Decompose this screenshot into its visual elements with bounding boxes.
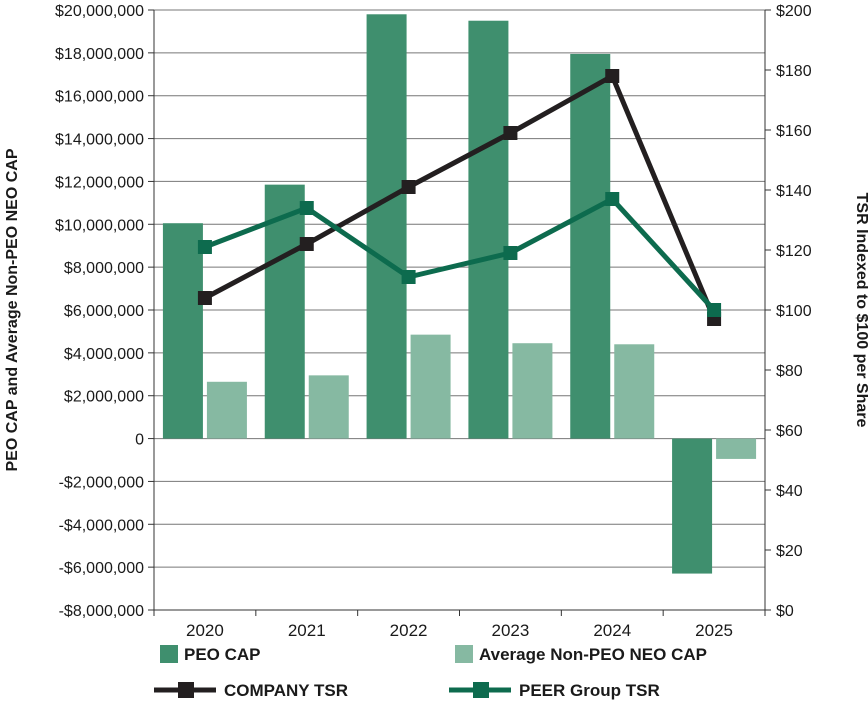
right-tick-label: $40: [776, 483, 803, 500]
bar-non-peo-cap-2024: [614, 344, 655, 439]
bar-peo-cap-2024: [570, 53, 611, 439]
peer-tsr-point-2025: [707, 303, 722, 317]
bar-peo-cap-2020: [162, 223, 203, 439]
bar-peo-cap-2023: [468, 20, 509, 439]
right-tick-label: $180: [776, 63, 812, 80]
peer-tsr-point-2024: [605, 192, 620, 206]
bar-non-peo-cap-2022: [410, 334, 451, 439]
company-tsr-point-2023: [503, 126, 518, 140]
bar-non-peo-cap-2021: [308, 375, 349, 439]
bar-peo-cap-2025: [672, 438, 713, 574]
right-axis-title: TSR Indexed to $100 per Share: [853, 193, 868, 428]
bar-non-peo-cap-2020: [206, 381, 247, 439]
right-tick-label: $20: [776, 543, 803, 560]
left-tick-label: -$6,000,000: [59, 560, 145, 577]
bar-non-peo-cap-2025: [716, 438, 757, 459]
left-tick-label: $16,000,000: [55, 89, 144, 106]
left-tick-label: $6,000,000: [64, 303, 144, 320]
legend-non-peo-cap-swatch: [455, 645, 473, 663]
right-tick-label: $200: [776, 3, 812, 20]
bar-peo-cap-2021: [264, 184, 305, 439]
left-tick-label: -$4,000,000: [59, 517, 145, 534]
peer-tsr-point-2021: [299, 201, 314, 215]
right-tick-label: $0: [776, 603, 794, 620]
left-axis-title: PEO CAP and Average Non-PEO NEO CAP: [4, 148, 21, 471]
left-tick-label: $18,000,000: [55, 46, 144, 63]
right-tick-label: $60: [776, 423, 803, 440]
left-tick-label: -$2,000,000: [59, 474, 145, 491]
right-tick-label: $80: [776, 363, 803, 380]
legend-peo-cap-label: PEO CAP: [184, 645, 261, 664]
x-tick-label-2020: 2020: [186, 621, 224, 640]
x-tick-label-2025: 2025: [695, 621, 733, 640]
peer-tsr-point-2022: [401, 270, 416, 284]
legend-peer-tsr-swatch-marker: [473, 682, 489, 698]
bar-non-peo-cap-2023: [512, 343, 553, 439]
company-tsr-point-2020: [197, 291, 212, 305]
legend-company-tsr-label: COMPANY TSR: [224, 681, 348, 700]
left-tick-label: $12,000,000: [55, 174, 144, 191]
peer-tsr-line: [204, 195, 716, 312]
left-tick-label: $14,000,000: [55, 132, 144, 149]
legend-non-peo-cap-label: Average Non-PEO NEO CAP: [479, 645, 707, 664]
x-tick-label-2024: 2024: [593, 621, 631, 640]
right-tick-label: $120: [776, 243, 812, 260]
x-tick-label-2023: 2023: [492, 621, 530, 640]
peer-tsr-point-2023: [503, 246, 518, 260]
left-tick-label: $4,000,000: [64, 346, 144, 363]
peer-tsr-point-2020: [197, 240, 212, 254]
right-tick-label: $140: [776, 183, 812, 200]
legend-company-tsr-swatch-marker: [178, 682, 194, 698]
company-tsr-point-2021: [299, 237, 314, 251]
right-tick-label: $160: [776, 123, 812, 140]
left-tick-label: -$8,000,000: [59, 603, 145, 620]
bar-peo-cap-2022: [366, 14, 407, 439]
x-tick-label-2021: 2021: [288, 621, 326, 640]
company-tsr-point-2022: [401, 180, 416, 194]
right-tick-label: $100: [776, 303, 812, 320]
x-tick-label-2022: 2022: [390, 621, 428, 640]
left-tick-label: 0: [135, 432, 144, 449]
left-tick-label: $20,000,000: [55, 3, 144, 20]
left-tick-label: $8,000,000: [64, 260, 144, 277]
legend-peer-tsr-label: PEER Group TSR: [519, 681, 660, 700]
left-tick-label: $2,000,000: [64, 389, 144, 406]
company-tsr-line: [203, 72, 717, 320]
company-tsr-point-2024: [605, 69, 620, 83]
left-tick-label: $10,000,000: [55, 217, 144, 234]
legend-peo-cap-swatch: [160, 645, 178, 663]
